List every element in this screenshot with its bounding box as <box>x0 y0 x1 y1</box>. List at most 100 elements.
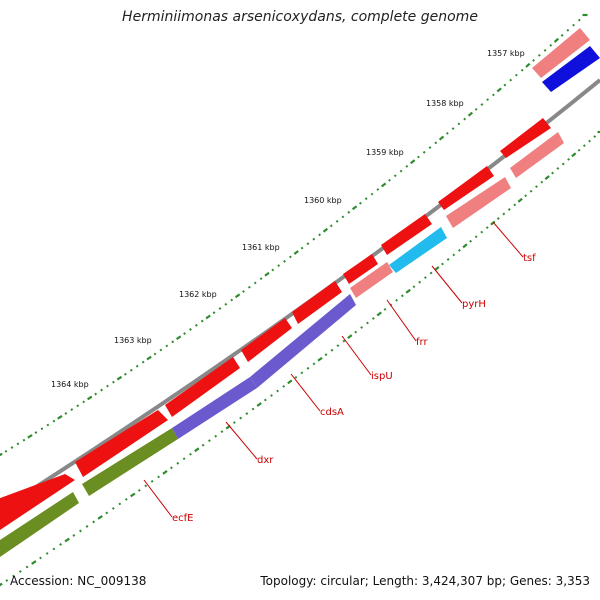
outer-tick <box>364 197 368 201</box>
gene-inner-dxr <box>172 377 257 439</box>
inner-tick <box>371 317 375 320</box>
outer-tick <box>159 348 163 352</box>
inner-tick <box>45 552 49 555</box>
outer-tick <box>277 264 281 268</box>
inner-tick <box>485 226 489 230</box>
inner-tick <box>502 212 506 216</box>
inner-tick <box>31 560 37 565</box>
outer-tick <box>0 452 3 457</box>
inner-tick <box>446 258 450 261</box>
inner-tick <box>233 421 236 425</box>
outer-tick <box>171 340 175 344</box>
outer-tick <box>218 307 222 310</box>
outer-tick <box>329 224 333 228</box>
gene-inner-frr <box>350 262 393 298</box>
inner-tick <box>276 389 279 393</box>
outer-tick <box>94 392 98 396</box>
inner-tick <box>130 492 136 498</box>
inner-tick <box>462 243 468 249</box>
outer-tick <box>116 375 123 381</box>
inner-tick <box>52 547 56 551</box>
outer-tick <box>10 446 14 449</box>
leader-cdsA <box>290 373 321 412</box>
outer-tick <box>335 219 339 223</box>
outer-tick <box>300 246 304 250</box>
inner-tick <box>330 348 334 352</box>
inner-tick <box>336 344 340 348</box>
gene-label-frr: frr <box>416 337 428 348</box>
outer-tick <box>514 73 518 77</box>
inner-tick <box>176 461 180 465</box>
gene-label-cdsA: cdsA <box>320 407 344 418</box>
inner-tick <box>429 271 433 275</box>
label-leaders <box>143 221 524 518</box>
gene-inner-ecfE-1 <box>0 492 79 557</box>
gene-outer-8 <box>438 166 494 210</box>
outer-tick <box>129 368 133 372</box>
outer-tick <box>224 302 228 306</box>
outer-tick <box>445 131 449 135</box>
gene-label-pyrH: pyrH <box>462 299 486 310</box>
inner-tick <box>582 144 586 148</box>
outer-tick <box>212 311 216 315</box>
outer-tick <box>205 314 211 320</box>
inner-tick <box>124 497 128 501</box>
inner-tick <box>588 139 591 143</box>
inner-tick <box>214 434 218 438</box>
gene-label-ispU: ispU <box>371 371 393 382</box>
gene-inner-tsf-2 <box>510 132 564 178</box>
inner-tick <box>507 208 511 211</box>
inner-tick <box>424 276 427 280</box>
inner-tick <box>383 307 387 311</box>
outer-tick <box>347 210 351 214</box>
inner-tick <box>401 294 404 298</box>
outer-tick <box>474 107 478 111</box>
gene-labels: tsf pyrH frr ispU cdsA dxr ecfE <box>172 253 536 524</box>
kbp-label: 1360 kbp <box>304 196 342 205</box>
inner-tick <box>201 443 205 447</box>
inner-tick <box>92 520 96 524</box>
outer-tick <box>70 408 74 411</box>
outer-tick <box>153 352 157 356</box>
outer-tick <box>135 364 139 368</box>
inner-tick <box>144 484 148 488</box>
inner-tick <box>294 375 298 379</box>
inner-tick <box>170 466 173 470</box>
outer-tick <box>388 178 391 182</box>
outer-tick <box>247 285 251 289</box>
outer-tick <box>463 117 467 121</box>
outer-tick <box>189 328 192 331</box>
gene-outer-4 <box>241 318 292 362</box>
inner-tick <box>395 298 399 302</box>
outer-tick <box>82 400 86 404</box>
inner-tick <box>0 582 3 587</box>
outer-tick <box>422 150 426 154</box>
outer-tick <box>16 442 20 446</box>
gene-outer-6 <box>343 254 378 284</box>
inner-tick <box>317 356 323 362</box>
outer-tick <box>381 182 387 188</box>
outer-tick <box>438 135 445 141</box>
inner-tick <box>137 488 141 492</box>
inner-tick <box>551 171 554 175</box>
outer-tick <box>560 33 564 37</box>
outer-tick <box>566 28 570 32</box>
gene-outer-11 <box>542 46 600 92</box>
outer-tick <box>341 215 345 219</box>
outer-tick <box>399 169 403 173</box>
outer-tick <box>259 277 263 281</box>
inner-tick <box>441 262 444 266</box>
outer-tick <box>428 146 432 149</box>
inner-tick <box>220 430 224 434</box>
gene-label-dxr: dxr <box>257 455 274 466</box>
outer-tick <box>40 427 44 431</box>
inner-tick <box>79 529 82 533</box>
inner-tick <box>118 502 122 506</box>
outer-tick <box>549 43 553 47</box>
gene-label-ecfE: ecfE <box>172 513 194 524</box>
inner-tick <box>64 537 70 543</box>
inner-tick <box>306 366 310 370</box>
outer-tick <box>486 98 490 102</box>
inner-tick <box>239 416 243 420</box>
map-title: Herminiimonas arsenicoxydans, complete g… <box>122 9 478 25</box>
